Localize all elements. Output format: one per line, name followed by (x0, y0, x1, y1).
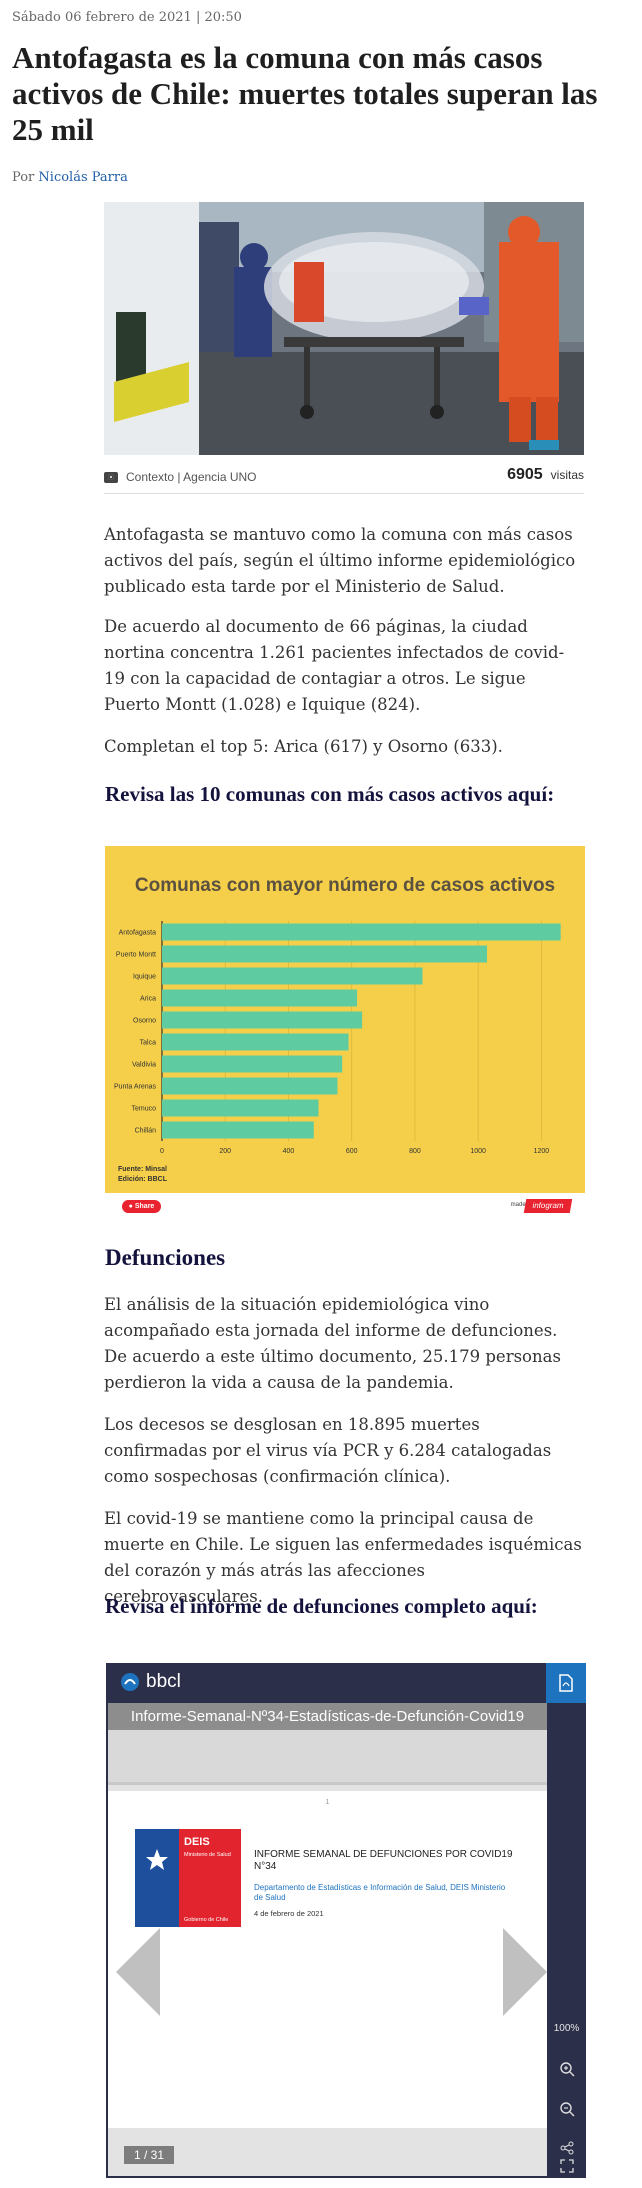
chart-footer: ● Share made with infogram (105, 1198, 585, 1218)
category-label: Osorno (133, 1018, 156, 1025)
document-area: Informe-Semanal-Nº34-Estadísticas-de-Def… (108, 1703, 547, 2176)
article-dateline: Sábado 06 febrero de 2021 | 20:50 (12, 10, 242, 25)
bar-iquique (162, 967, 423, 985)
report-title: INFORME SEMANAL DE DEFUNCIONES POR COVID… (254, 1849, 513, 1872)
x-tick-label: 0 (160, 1148, 164, 1155)
camera-icon (104, 471, 118, 483)
chart-link-heading: Revisa las 10 comunas con más casos acti… (105, 782, 555, 806)
page-number-top: 1 (325, 1799, 330, 1806)
document-page: 1 DEIS Ministerio de Salud Gobierno de C… (108, 1791, 547, 2128)
paragraph-1: Antofagasta se mantuvo como la comuna co… (104, 525, 576, 596)
byline: Por Nicolás Parra (12, 170, 128, 185)
chart-source: Fuente: Minsal (118, 1166, 167, 1173)
article-title: Antofagasta es la comuna con más casos a… (12, 40, 598, 147)
paragraph-2: De acuerdo al documento de 66 páginas, l… (104, 617, 565, 714)
viewer-header: bbcl (106, 1663, 586, 1703)
category-label: Punta Arenas (114, 1084, 157, 1091)
share-viewer-button[interactable] (547, 2141, 586, 2158)
next-page-arrow[interactable] (503, 1928, 547, 2016)
visits-counter: 6905 visitas (507, 466, 584, 484)
bar-chart: Comunas con mayor número de casos activo… (105, 846, 585, 1193)
zoom-out-button[interactable] (547, 2101, 586, 2120)
infogram-logo[interactable]: infogram (523, 1199, 573, 1213)
bar-talca (162, 1033, 349, 1051)
paragraph-6: El covid-19 se mantiene como la principa… (104, 1509, 582, 1606)
viewer-side-rail: 100% (547, 1703, 586, 2178)
category-label: Antofagasta (119, 930, 156, 937)
zoom-in-icon (559, 2062, 574, 2077)
fullscreen-icon (559, 2159, 574, 2173)
visits-count: 6905 (507, 466, 543, 483)
page-counter: 1 / 31 (124, 2146, 174, 2164)
x-tick-label: 600 (346, 1148, 358, 1155)
section-heading-defunciones: Defunciones (105, 1245, 226, 1270)
bar-puerto-montt (162, 945, 488, 963)
deis-logo: DEIS Ministerio de Salud Gobierno de Chi… (135, 1829, 241, 1927)
x-tick-label: 200 (219, 1148, 231, 1155)
category-label: Chillán (135, 1128, 157, 1135)
visits-label: visitas (550, 468, 584, 482)
pdf-file-icon (559, 1674, 573, 1692)
bar-punta-arenas (162, 1077, 338, 1095)
paragraph-5: Los decesos se desglosan en 18.895 muert… (104, 1415, 552, 1486)
document-gray-band (108, 1730, 547, 1785)
bar-arica (162, 989, 358, 1007)
article-photo (104, 202, 584, 455)
x-tick-label: 1000 (470, 1148, 486, 1155)
document-footer: 1 / 31 (108, 2128, 547, 2176)
category-label: Talca (140, 1040, 156, 1047)
category-label: Arica (140, 996, 156, 1003)
author-link[interactable]: Nicolás Parra (38, 170, 128, 185)
paragraph-3: Completan el top 5: Arica (617) y Osorno… (104, 737, 503, 756)
previous-page-arrow[interactable] (116, 1928, 160, 2016)
bar-chillán (162, 1121, 314, 1139)
chart-title: Comunas con mayor número de casos activo… (135, 875, 555, 896)
deis-logo-title: DEIS (184, 1836, 210, 1848)
fullscreen-button[interactable] (547, 2159, 586, 2176)
share-icon (560, 2141, 573, 2155)
paragraph-4: El análisis de la situación epidemiológi… (104, 1295, 561, 1392)
report-link-heading: Revisa el informe de defunciones complet… (105, 1594, 538, 1618)
pdf-download-button[interactable] (546, 1663, 586, 1703)
category-label: Temuco (131, 1106, 156, 1113)
caption-text: Contexto | Agencia UNO (126, 470, 257, 484)
bar-valdivia (162, 1055, 343, 1073)
bar-osorno (162, 1011, 363, 1029)
zoom-in-button[interactable] (547, 2061, 586, 2080)
chart-svg: Comunas con mayor número de casos activo… (114, 875, 561, 1183)
x-tick-label: 800 (409, 1148, 421, 1155)
category-label: Valdivia (132, 1062, 156, 1069)
pdf-viewer: bbcl Informe-Semanal-Nº34-Estadísticas-d… (106, 1663, 586, 2178)
document-title: Informe-Semanal-Nº34-Estadísticas-de-Def… (108, 1703, 547, 1730)
photo-caption: Contexto | Agencia UNO (104, 470, 257, 484)
zoom-level: 100% (553, 2023, 580, 2034)
report-date: 4 de febrero de 2021 (254, 1909, 324, 1918)
category-label: Iquique (133, 974, 156, 981)
deis-logo-subtitle: Ministerio de Salud (184, 1852, 231, 1858)
zoom-out-icon (559, 2102, 574, 2117)
category-label: Puerto Montt (116, 952, 156, 959)
chart-edition: Edición: BBCL (118, 1176, 168, 1183)
photo-meta: Contexto | Agencia UNO 6905 visitas (104, 466, 584, 494)
report-cover-text: INFORME SEMANAL DE DEFUNCIONES POR COVID… (254, 1849, 514, 1918)
bbcl-logo-icon (121, 1673, 139, 1691)
x-tick-label: 400 (283, 1148, 295, 1155)
byline-prefix: Por (12, 170, 35, 185)
bbcl-logo-text: bbcl (146, 1671, 181, 1692)
share-button[interactable]: ● Share (122, 1200, 161, 1213)
bar-antofagasta (162, 923, 561, 941)
report-department: Departamento de Estadísticas e Informaci… (254, 1883, 506, 1902)
share-label: Share (134, 1203, 155, 1210)
bbcl-logo[interactable]: bbcl (120, 1671, 181, 1693)
deis-logo-footer: Gobierno de Chile (184, 1917, 228, 1923)
bar-temuco (162, 1099, 319, 1117)
x-tick-label: 1200 (534, 1148, 550, 1155)
